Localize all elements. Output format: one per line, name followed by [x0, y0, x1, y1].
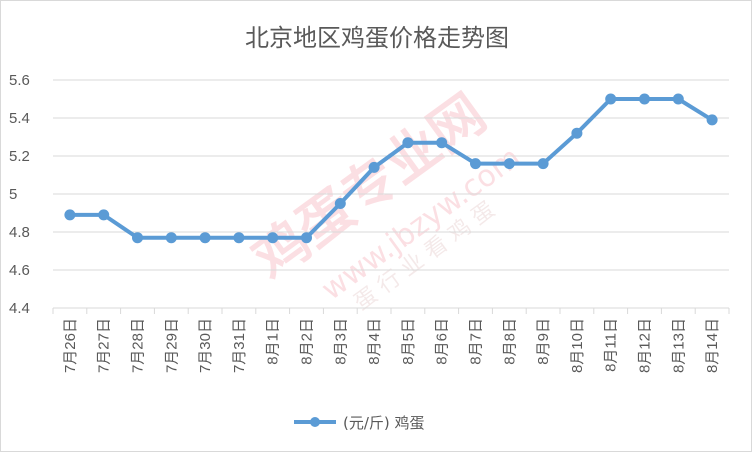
data-point — [98, 209, 110, 221]
x-tick-label: 7月26日 — [62, 318, 79, 373]
x-tick-label: 7月28日 — [130, 318, 147, 373]
data-point — [639, 93, 650, 105]
data-point — [233, 232, 245, 244]
data-point — [605, 93, 617, 105]
x-tick-label: 8月4日 — [366, 318, 383, 365]
y-axis-ticks: 4.4 4.6 4.8 5 5.2 5.4 5.6 — [9, 72, 30, 317]
data-point — [503, 158, 515, 170]
data-point — [368, 161, 380, 173]
y-tick-label: 5 — [9, 186, 17, 203]
y-tick-label: 5.6 — [9, 72, 30, 89]
data-point — [132, 232, 143, 244]
data-point — [571, 127, 583, 139]
chart-title: 北京地区鸡蛋价格走势图 — [245, 24, 509, 52]
data-point — [64, 209, 76, 221]
data-point — [199, 232, 211, 244]
x-tick-label: 7月27日 — [96, 318, 113, 373]
x-tick-label: 8月13日 — [670, 318, 687, 373]
data-point — [537, 158, 549, 170]
x-tick-label: 8月8日 — [501, 318, 518, 365]
data-point — [706, 114, 718, 126]
legend: (元/斤) 鸡蛋 — [294, 414, 425, 432]
x-tick-label: 8月6日 — [434, 318, 451, 365]
series-group — [64, 93, 718, 244]
data-point — [301, 232, 312, 244]
data-point — [470, 158, 481, 170]
watermark: 鸡蛋专业网 www.jbzyw.com 蛋 行 业 看 鸡 蛋 — [242, 82, 528, 316]
x-tick-label: 8月9日 — [535, 318, 552, 365]
y-tick-label: 5.2 — [9, 148, 30, 165]
data-point — [436, 137, 448, 149]
y-tick-label: 5.4 — [9, 110, 30, 127]
x-tick-label: 8月7日 — [468, 318, 485, 365]
x-tick-label: 8月12日 — [637, 318, 654, 373]
x-tick-label: 8月3日 — [332, 318, 349, 365]
x-tick-label: 7月31日 — [231, 318, 248, 373]
x-tick-label: 7月29日 — [163, 318, 180, 373]
x-tick-label: 8月14日 — [704, 318, 721, 373]
series-line — [67, 97, 715, 240]
legend-label: (元/斤) 鸡蛋 — [343, 414, 425, 432]
x-tick-label: 8月11日 — [603, 318, 620, 372]
x-tick-label: 8月2日 — [299, 318, 316, 365]
x-axis-ticks: 7月26日 7月27日 7月28日 7月29日 7月30日 7月31日 8月1日 8月2日 8月… — [62, 318, 721, 373]
x-tick-label: 8月5日 — [400, 318, 417, 365]
y-tick-label: 4.6 — [9, 262, 30, 279]
legend-marker-swatch — [310, 417, 320, 427]
data-point — [267, 232, 279, 244]
x-tick-label: 7月30日 — [197, 318, 214, 373]
data-point — [672, 93, 684, 105]
x-tick-label: 8月1日 — [265, 318, 282, 365]
data-point — [402, 137, 414, 149]
data-point — [165, 232, 177, 244]
x-tick-label: 8月10日 — [569, 318, 586, 373]
y-tick-label: 4.4 — [9, 300, 30, 317]
data-point — [334, 198, 346, 209]
y-tick-label: 4.8 — [9, 224, 30, 241]
